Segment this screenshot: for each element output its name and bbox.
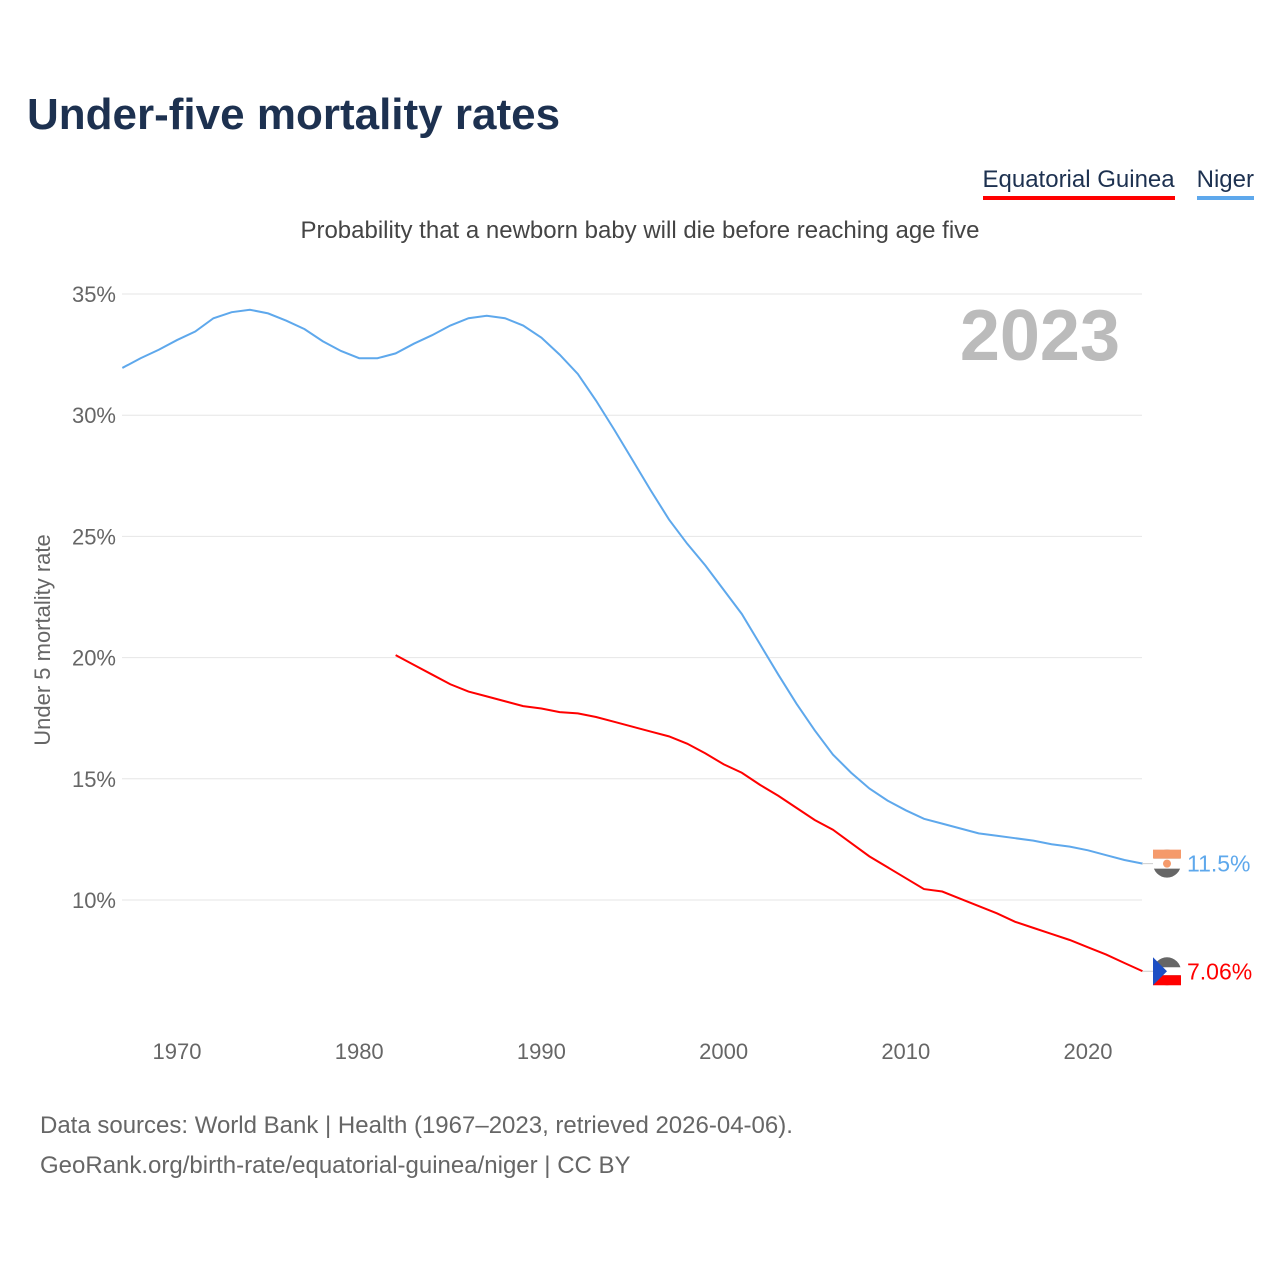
legend-item-equatorial-guinea[interactable]: Equatorial Guinea [982, 166, 1175, 200]
source-line-2[interactable]: GeoRank.org/birth-rate/equatorial-guinea… [40, 1152, 631, 1179]
flag-emblem [1163, 859, 1171, 868]
x-tick-label: 1990 [517, 1039, 566, 1064]
flag-stripe [1153, 975, 1181, 986]
y-axis-label: Under 5 mortality rate [30, 534, 55, 746]
chart-title: Under-five mortality rates [27, 90, 561, 139]
year-label: 2023 [960, 296, 1120, 376]
sources: Data sources: World Bank | Health (1967–… [40, 1106, 793, 1186]
y-tick-label: 25% [72, 524, 116, 549]
source-line-1: Data sources: World Bank | Health (1967–… [40, 1112, 793, 1139]
legend: Equatorial Guinea Niger [982, 166, 1254, 200]
series-line-equatorial-guinea [395, 654, 1144, 973]
flag-triangle [1153, 957, 1167, 986]
end-value-label-equatorial-guinea: 7.06% [1187, 958, 1252, 984]
y-tick-label: 30% [72, 403, 116, 428]
x-tick-label: 2020 [1064, 1039, 1113, 1064]
flag-stripe [1153, 849, 1181, 859]
end-value-label-niger: 11.5% [1187, 851, 1251, 877]
y-tick-label: 35% [72, 282, 116, 307]
x-tick-label: 1980 [335, 1039, 384, 1064]
legend-item-niger[interactable]: Niger [1196, 166, 1254, 200]
x-tick-label: 2000 [699, 1039, 748, 1064]
series-line-niger [121, 308, 1143, 865]
y-tick-label: 20% [72, 646, 116, 671]
chart-subtitle: Probability that a newborn baby will die… [300, 217, 980, 244]
y-tick-label: 10% [72, 888, 116, 913]
y-tick-label: 15% [72, 767, 116, 792]
x-tick-label: 1970 [153, 1039, 202, 1064]
x-tick-label: 2010 [881, 1039, 930, 1064]
